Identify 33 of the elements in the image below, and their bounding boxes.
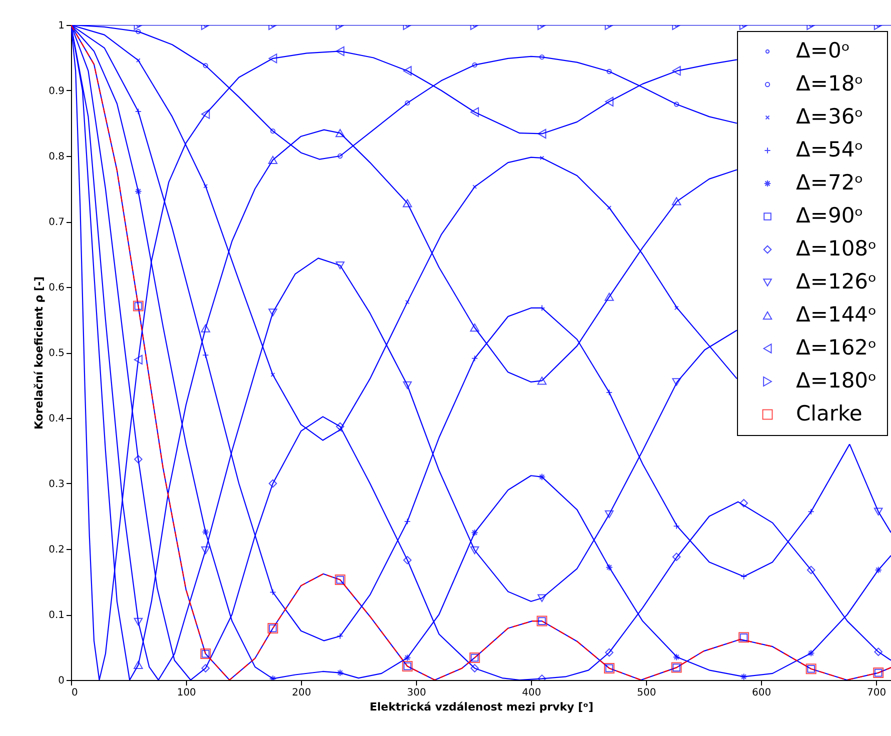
y-tick-label: 0.4 [48,414,64,424]
legend-label: Δ=126ᵒ [796,270,877,294]
x-tick-label: 500 [636,688,656,698]
y-tick-label: 1 [58,20,64,32]
x-axis-title: Elektrická vzdálenost mezi prvky [ᵒ] [370,700,594,714]
y-tick-label: 0 [58,676,64,686]
x-tick-label: 600 [752,688,772,698]
legend-label: Δ=144ᵒ [796,302,877,326]
y-tick-label: 0.8 [48,152,64,162]
legend-label: Δ=18ᵒ [796,72,864,96]
legend-label: Δ=162ᵒ [796,336,877,360]
x-tick-label: 400 [522,688,542,698]
legend-label: Δ=180ᵒ [796,368,877,392]
x-tick-label: 700 [867,688,886,698]
legend-label: Clarke [796,402,862,426]
x-tick-label: 200 [292,688,312,698]
legend-label: Δ=54ᵒ [796,138,864,162]
y-axis-title: Korelační koeficient ρ [-] [32,276,46,430]
legend-label: Δ=0ᵒ [796,38,850,62]
y-tick-label: 0.5 [48,348,64,359]
y-tick-label: 0.3 [48,479,64,490]
y-tick-label: 0.2 [48,544,64,556]
y-tick-label: 0.6 [48,282,64,294]
y-tick-label: 0.7 [48,217,64,228]
y-tick-label: 0.1 [48,610,64,621]
legend-label: Δ=90ᵒ [796,204,864,228]
x-tick-label: 100 [176,688,196,698]
legend-label: Δ=108ᵒ [796,236,877,260]
legend-label: Δ=72ᵒ [796,170,864,194]
x-tick-label: 300 [406,688,426,698]
y-tick-label: 0.9 [48,86,64,97]
legend-label: Δ=36ᵒ [796,104,864,128]
x-tick-label: 0 [72,688,78,698]
